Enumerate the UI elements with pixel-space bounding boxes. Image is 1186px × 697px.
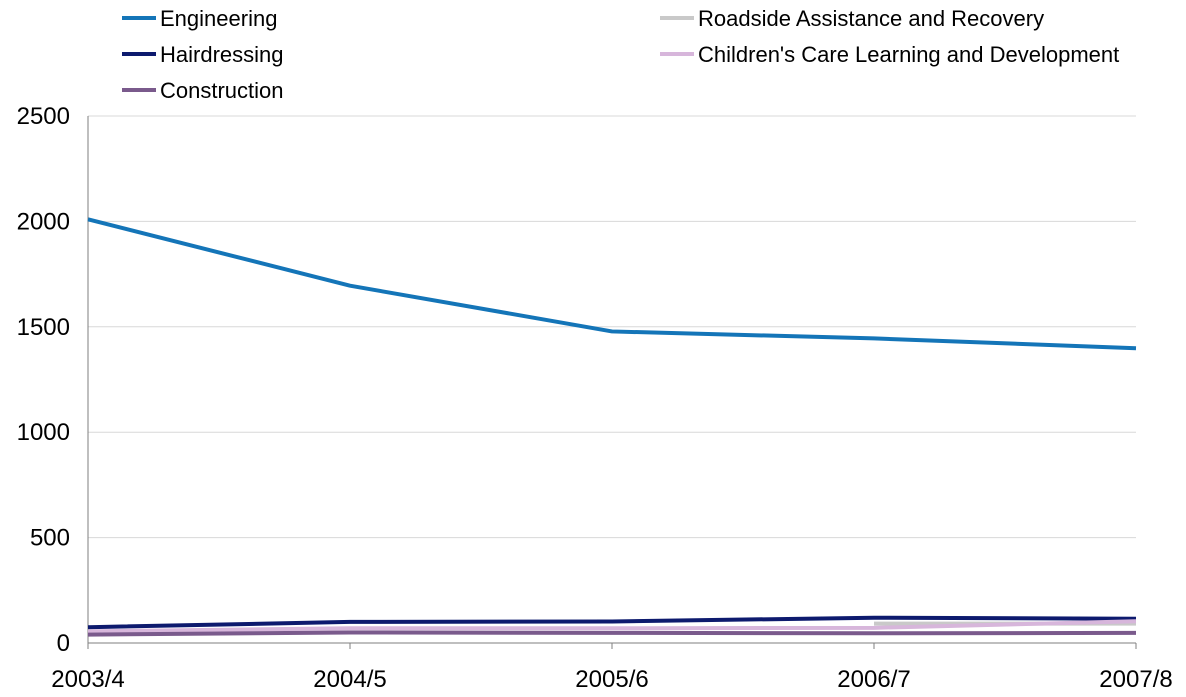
y-tick-label: 500 — [30, 525, 70, 552]
axes — [87, 116, 1137, 649]
legend-label-hairdressing: Hairdressing — [160, 42, 284, 67]
legend-label-construction: Construction — [160, 78, 284, 103]
series-line-construction — [87, 630, 1137, 637]
series-line-engineering — [87, 217, 1137, 351]
x-tick-label: 2004/5 — [313, 666, 386, 693]
y-tick-label: 1000 — [17, 419, 70, 446]
y-tick-label: 2500 — [17, 103, 70, 130]
x-tick-label: 2003/4 — [51, 666, 124, 693]
tick-labels: 0 500 1000 1500 2000 2500 2003/4 2004/5 2005/6 20… — [17, 103, 1173, 693]
legend: Engineering Hairdressing Construction Roads… — [122, 6, 1119, 103]
legend-item-hairdressing: Hairdressing — [122, 42, 284, 67]
x-tick-label: 2006/7 — [837, 666, 910, 693]
x-tick-label: 2007/8 — [1099, 666, 1172, 693]
legend-item-children-s-care-learning-and-development: Children's Care Learning and Development — [660, 42, 1119, 67]
y-tick-label: 0 — [57, 630, 70, 657]
legend-item-roadside-assistance-and-recovery: Roadside Assistance and Recovery — [660, 6, 1044, 31]
gridlines — [88, 115, 1136, 539]
legend-item-engineering: Engineering — [122, 6, 277, 31]
y-tick-label: 2000 — [17, 208, 70, 235]
y-tick-label: 1500 — [17, 314, 70, 341]
legend-item-construction: Construction — [122, 78, 284, 103]
legend-label-roadside-assistance-and-recovery: Roadside Assistance and Recovery — [698, 6, 1044, 31]
legend-label-engineering: Engineering — [160, 6, 277, 31]
x-tick-label: 2005/6 — [575, 666, 648, 693]
series-lines — [87, 217, 1137, 637]
legend-label-children-s-care-learning-and-development: Children's Care Learning and Development — [698, 42, 1119, 67]
